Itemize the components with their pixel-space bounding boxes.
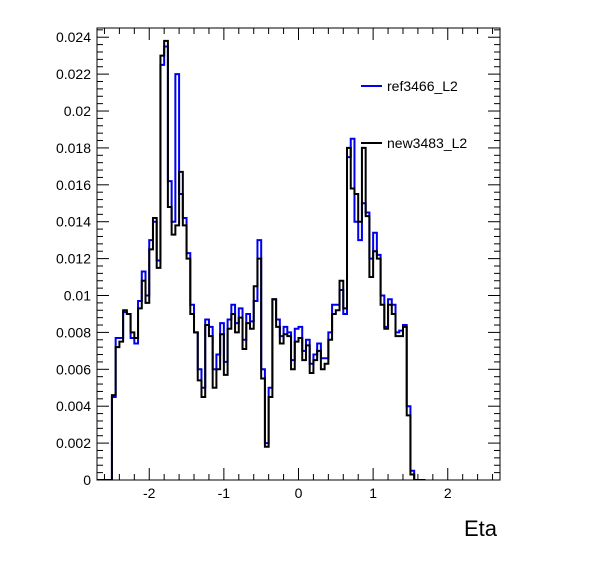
legend-label: new3483_L2 (387, 135, 467, 151)
series-new3483_L2 (97, 39, 426, 480)
y-tick-label: 0.018 (56, 140, 91, 156)
y-tick-label: 0.01 (64, 288, 91, 304)
x-tick-label: 1 (369, 485, 377, 501)
legend: ref3466_L2 new3483_L2 (361, 78, 467, 151)
y-tick-label: 0.004 (56, 398, 91, 414)
x-tick-label: -2 (143, 485, 156, 501)
x-axis-title: Eta (464, 516, 498, 541)
x-tick-label: -1 (218, 485, 231, 501)
y-tick-label: 0.008 (56, 324, 91, 340)
y-tick-label: 0.014 (56, 214, 91, 230)
x-tick-label: 2 (444, 485, 452, 501)
x-axis: -2 -1 0 1 2 (103, 28, 494, 501)
y-tick-label: 0.002 (56, 435, 91, 451)
y-tick-label: 0 (83, 472, 91, 488)
histogram-line (97, 39, 426, 480)
y-tick-label: 0.012 (56, 251, 91, 267)
y-tick-label: 0.02 (64, 103, 91, 119)
legend-label: ref3466_L2 (387, 78, 458, 94)
y-tick-label: 0.024 (56, 29, 91, 45)
x-tick-label: 0 (295, 485, 303, 501)
y-tick-label: 0.022 (56, 66, 91, 82)
series-layer (97, 39, 426, 480)
y-axis: 0 0.002 0.004 0.006 0.008 0.01 0.012 0.014 0.016… (56, 29, 500, 488)
y-tick-label: 0.006 (56, 361, 91, 377)
y-tick-label: 0.016 (56, 177, 91, 193)
